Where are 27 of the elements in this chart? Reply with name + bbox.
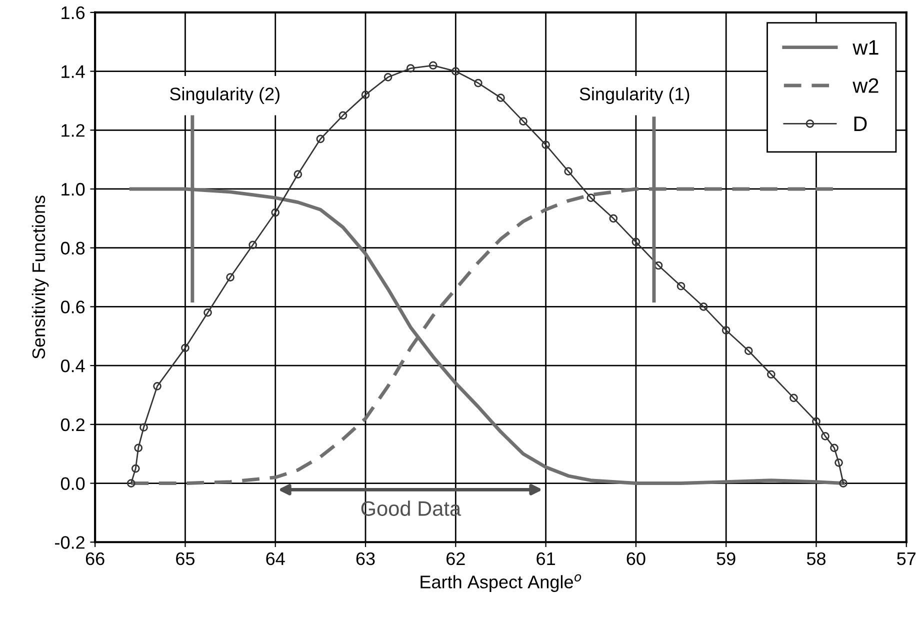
y-tick-label: 0.4 <box>60 359 85 372</box>
annotation: Singularity (1) <box>580 87 690 104</box>
x-tick-label: 60 <box>626 552 646 566</box>
y-tick-label: -0.2 <box>55 536 84 549</box>
x-tick-label: 58 <box>806 552 826 566</box>
annotation: Singularity (2) <box>170 87 280 104</box>
x-tick-label: 57 <box>897 552 916 566</box>
x-tick-label: 62 <box>446 552 465 566</box>
y-axis-title: Sensitivity Functions <box>32 196 49 359</box>
x-tick-label: 61 <box>536 552 555 566</box>
x-axis-title: Earth Aspect Angle$^{o}$ <box>420 574 582 592</box>
legend-label: w2 <box>852 78 878 93</box>
x-tick-label: 64 <box>266 552 285 566</box>
y-tick-label: 0.8 <box>60 242 85 255</box>
legend-label: D <box>854 116 867 131</box>
y-tick-label: 0.0 <box>60 477 85 490</box>
y-tick-label: 1.2 <box>62 124 84 137</box>
x-tick-label: 59 <box>716 552 736 566</box>
x-tick-label: 63 <box>356 552 375 566</box>
y-tick-label: 1.6 <box>62 6 85 20</box>
legend-label: w1 <box>852 40 878 55</box>
x-tick-label: 65 <box>176 552 194 566</box>
x-tick-label: 66 <box>86 552 104 566</box>
y-tick-label: 0.2 <box>60 418 84 432</box>
y-tick-label: 1.4 <box>62 65 85 78</box>
y-tick-label: 0.6 <box>60 300 85 314</box>
y-tick-label: 1.0 <box>62 182 85 196</box>
